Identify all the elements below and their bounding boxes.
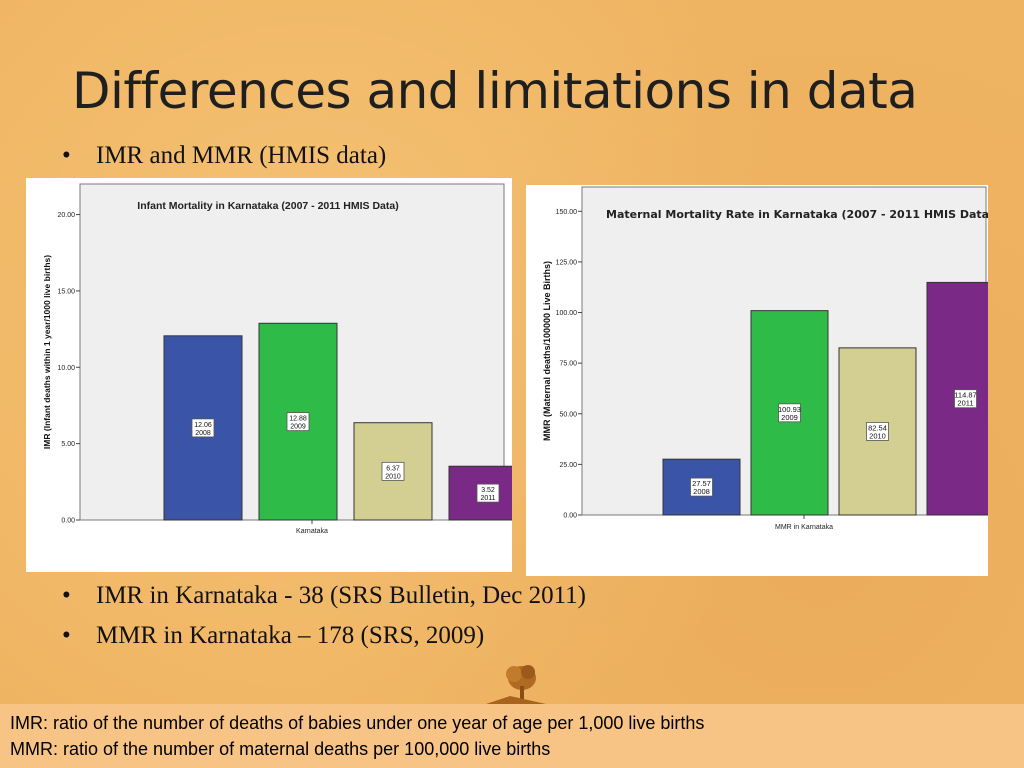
y-axis-label: IMR (Infant deaths within 1 year/1000 li… [42, 255, 52, 449]
data-label-value: 27.57 [692, 479, 711, 488]
chart-title: Maternal Mortality Rate in Karnataka (20… [606, 208, 988, 221]
bar-2009 [750, 310, 829, 516]
data-label-category: 2008 [693, 487, 710, 496]
data-label-box [690, 477, 713, 497]
y-axis-label: MMR (Maternal deaths/100000 Live Births) [542, 261, 552, 441]
y-tick-label: 0.00 [61, 518, 75, 525]
data-label-box [866, 422, 889, 441]
bullet-imr-mmr-hmis: • IMR and MMR (HMIS data) [62, 142, 386, 170]
chart-title: Infant Mortality in Karnataka (2007 - 20… [137, 200, 398, 212]
mmr-bar-chart: Maternal Mortality Rate in Karnataka (20… [542, 186, 988, 531]
data-label-category: 2009 [290, 424, 306, 431]
data-label-category: 2010 [869, 431, 886, 440]
y-tick-label: 10.00 [57, 365, 75, 372]
data-label-category: 2009 [781, 413, 798, 422]
x-axis-label: Karnataka [296, 528, 328, 535]
tree-logo-icon [486, 665, 546, 704]
data-label-box [191, 418, 215, 438]
mmr-chart-panel: Maternal Mortality Rate in Karnataka (20… [526, 185, 988, 576]
data-label-box [286, 412, 310, 432]
footer-mmr-definition: MMR: ratio of the number of maternal dea… [10, 739, 551, 759]
y-tick-label: 50.00 [559, 411, 577, 418]
data-label-box [954, 389, 977, 409]
bullet-dot: • [62, 142, 71, 169]
footer-imr-definition: IMR: ratio of the number of deaths of ba… [10, 713, 705, 733]
data-label-value: 12.06 [194, 422, 212, 429]
y-tick-label: 150.00 [556, 209, 578, 216]
bullet-imr-srs: • IMR in Karnataka - 38 (SRS Bulletin, De… [62, 582, 586, 610]
x-axis-label: MMR in Karnataka [775, 524, 833, 531]
imr-bar-chart: Infant Mortality in Karnataka (2007 - 20… [42, 183, 512, 535]
bullet-text: MMR in Karnataka – 178 (SRS, 2009) [96, 622, 485, 649]
data-label-value: 3.52 [481, 487, 495, 494]
data-label-value: 100.93 [778, 405, 801, 414]
data-label-value: 82.54 [868, 423, 887, 432]
slide-title: Differences and limitations in data [72, 62, 918, 120]
y-tick-label: 20.00 [57, 212, 75, 219]
y-tick-label: 15.00 [57, 288, 75, 295]
bullet-mmr-srs: • MMR in Karnataka – 178 (SRS, 2009) [62, 622, 484, 650]
data-label-value: 12.88 [289, 416, 307, 423]
data-label-category: 2011 [480, 495, 495, 502]
data-label-value: 6.37 [386, 465, 400, 472]
data-label-category: 2010 [385, 473, 401, 480]
bullet-text: IMR and MMR (HMIS data) [96, 142, 387, 169]
data-label-box [381, 461, 405, 481]
y-tick-label: 100.00 [556, 310, 578, 317]
y-tick-label: 0.00 [563, 513, 577, 520]
imr-chart-panel: Infant Mortality in Karnataka (2007 - 20… [26, 178, 512, 572]
bullet-dot: • [62, 582, 71, 609]
bullet-text: IMR in Karnataka - 38 (SRS Bulletin, Dec… [96, 582, 586, 609]
data-label-category: 2011 [957, 399, 973, 408]
footer-definitions: IMR: ratio of the number of deaths of ba… [0, 704, 1024, 768]
bullet-dot: • [62, 622, 71, 649]
data-label-box [476, 483, 500, 503]
y-tick-label: 75.00 [559, 361, 577, 368]
y-tick-label: 125.00 [556, 259, 578, 266]
data-label-category: 2008 [195, 430, 211, 437]
y-tick-label: 5.00 [61, 441, 75, 448]
y-tick-label: 25.00 [559, 462, 577, 469]
data-label-box [778, 403, 801, 423]
data-label-value: 114.87 [954, 391, 976, 400]
